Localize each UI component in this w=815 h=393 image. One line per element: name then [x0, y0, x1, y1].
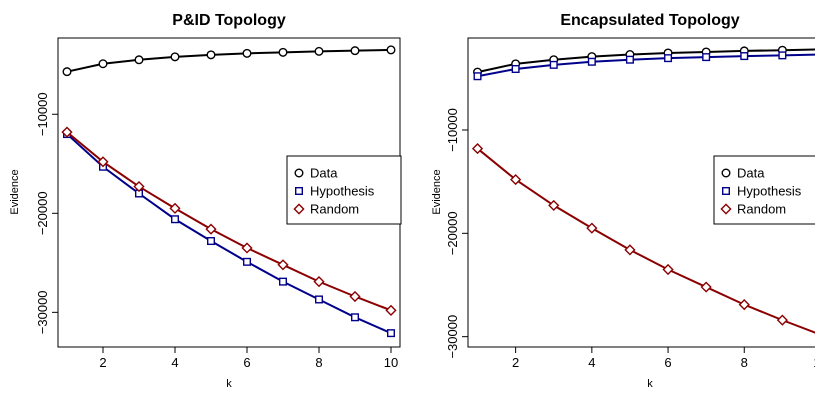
legend-marker-hypothesis — [295, 186, 304, 195]
data-point-data — [242, 48, 252, 58]
data-point-hypothesis — [511, 65, 520, 74]
data-point-hypothesis — [351, 313, 360, 322]
data-point-hypothesis — [279, 277, 288, 286]
legend-label-data: Data — [737, 166, 765, 181]
legend-marker-random — [293, 203, 305, 215]
data-point-hypothesis — [740, 52, 749, 61]
data-point-random — [662, 263, 674, 276]
x-axis-label: k — [226, 378, 232, 390]
data-point-random — [586, 222, 598, 234]
y-tick-label: −30000 — [445, 315, 460, 359]
data-point-data — [386, 45, 396, 55]
x-tick-label: 6 — [664, 355, 671, 370]
x-tick-label: 10 — [384, 355, 398, 370]
plot-frame — [467, 37, 815, 348]
y-tick-label: −10000 — [445, 108, 460, 152]
axis-ticks: 2 4 6 8 10 −10000 −20000 −30000 — [445, 108, 815, 370]
legend-label-random: Random — [737, 202, 786, 217]
legend-marker-data — [721, 168, 731, 178]
series-layer — [471, 45, 815, 335]
x-tick-label: 2 — [99, 355, 106, 370]
data-point-random — [97, 156, 109, 168]
y-tick-label: −10000 — [35, 92, 50, 136]
data-point-random — [349, 290, 361, 303]
legend-box — [713, 155, 815, 225]
data-point-hypothesis — [549, 60, 558, 69]
data-point-hypothesis — [170, 215, 179, 224]
data-point-hypothesis — [702, 53, 711, 62]
series-line-data — [477, 48, 815, 74]
panel-encapsulated-topology: Encapsulated Topology k Evidence 2 4 6 8 10 −… — [431, 12, 815, 390]
data-point-random — [385, 304, 397, 316]
legend-marker-data — [294, 168, 304, 178]
data-point-hypothesis — [778, 51, 787, 60]
y-axis-label: Evidence — [9, 169, 21, 214]
series-line-random — [66, 131, 392, 312]
data-point-data — [278, 47, 288, 57]
data-point-data — [206, 50, 216, 60]
y-tick-label: −20000 — [35, 191, 50, 235]
legend-box — [286, 155, 402, 225]
data-point-random — [738, 299, 750, 311]
x-axis-label: k — [647, 378, 653, 390]
data-point-hypothesis — [587, 57, 596, 66]
x-tick-label: 10 — [813, 355, 815, 370]
legend-marker-hypothesis — [722, 186, 731, 195]
axis-ticks: 2 4 6 8 10 −10000 −20000 −30000 — [35, 92, 398, 370]
data-point-data — [314, 46, 324, 56]
x-tick-label: 2 — [512, 355, 519, 370]
x-tick-label: 8 — [315, 355, 322, 370]
y-axis-label: Evidence — [431, 169, 443, 214]
data-point-data — [134, 55, 144, 65]
y-tick-label: −20000 — [445, 211, 460, 255]
series-line-hypothesis — [477, 53, 815, 78]
data-point-random — [471, 142, 484, 155]
data-point-random — [700, 281, 712, 293]
data-point-random — [510, 173, 522, 186]
data-point-data — [62, 67, 72, 77]
series-line-random — [476, 147, 815, 334]
x-tick-label: 4 — [171, 355, 178, 370]
data-point-random — [169, 202, 181, 214]
data-point-hypothesis — [387, 329, 396, 338]
series-layer — [61, 45, 397, 338]
x-tick-label: 6 — [243, 355, 250, 370]
data-point-random — [133, 180, 145, 193]
legend-label-hypothesis: Hypothesis — [310, 184, 375, 199]
data-point-random — [277, 259, 289, 271]
data-point-random — [313, 276, 325, 288]
data-point-hypothesis — [242, 257, 251, 266]
data-point-hypothesis — [473, 72, 482, 81]
legend-marker-random — [720, 203, 732, 215]
data-point-random — [548, 199, 560, 212]
data-point-data — [170, 52, 180, 62]
x-tick-label: 8 — [741, 355, 748, 370]
data-point-hypothesis — [625, 55, 634, 64]
legend: Data Hypothesis Random — [713, 155, 815, 225]
series-line-data — [66, 48, 392, 73]
x-tick-label: 4 — [588, 355, 595, 370]
data-point-random — [205, 223, 217, 235]
data-point-random — [776, 314, 788, 326]
data-point-random — [61, 126, 73, 138]
data-point-hypothesis — [206, 237, 215, 246]
data-point-hypothesis — [664, 54, 673, 63]
series-line-hypothesis — [66, 133, 392, 335]
panel-pid-topology: P&ID Topology k Evidence 2 4 6 8 10 −10000 −20… — [9, 12, 402, 390]
legend-label-hypothesis: Hypothesis — [737, 184, 802, 199]
data-point-data — [98, 59, 108, 69]
chart-title: Encapsulated Topology — [560, 12, 739, 29]
data-point-random — [241, 242, 253, 254]
data-point-hypothesis — [315, 295, 324, 304]
chart-title: P&ID Topology — [172, 12, 286, 29]
data-point-data — [350, 46, 360, 56]
legend-label-data: Data — [310, 166, 338, 181]
y-tick-label: −30000 — [35, 290, 50, 334]
legend: Data Hypothesis Random — [286, 155, 402, 225]
legend-label-random: Random — [310, 202, 359, 217]
data-point-random — [624, 244, 636, 256]
